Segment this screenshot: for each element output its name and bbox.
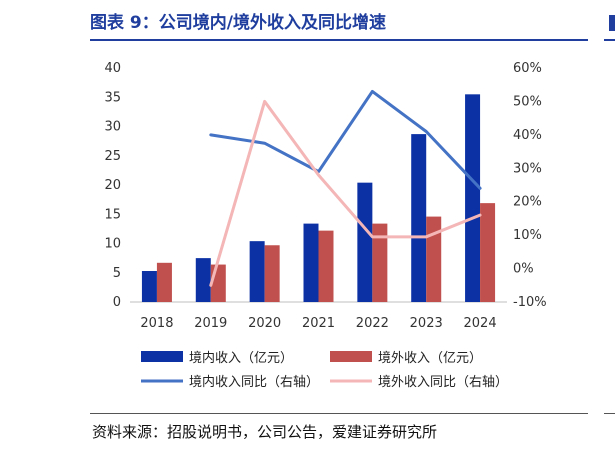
x-axis-tick-label: 2024 [464, 316, 497, 331]
adjacent-source-divider [604, 413, 615, 414]
legend-domestic-revenue-label: 境内收入（亿元） [189, 350, 293, 366]
source-divider [90, 413, 588, 414]
right-axis-tick-label: 40% [513, 128, 542, 143]
domestic-revenue-bar [303, 223, 319, 302]
foreign-revenue-bar [372, 223, 388, 302]
adjacent-title-underline [604, 39, 615, 41]
foreign-revenue-bar [480, 203, 496, 302]
chart-title: 图表 9：公司境内/境外收入及同比增速 [90, 13, 386, 33]
right-axis-tick-label: 30% [513, 161, 542, 176]
legend-domestic-revenue-swatch [141, 351, 183, 362]
left-axis-tick-label: 0 [113, 295, 121, 310]
domestic-revenue-bar [195, 258, 211, 302]
right-axis-tick-label: 0% [513, 262, 534, 277]
domestic-revenue-bar [411, 134, 427, 302]
left-axis-tick-label: 15 [104, 207, 121, 222]
foreign-revenue-bar [156, 262, 172, 302]
x-axis-tick-label: 2022 [356, 316, 389, 331]
left-axis-tick-label: 20 [104, 178, 121, 193]
right-axis-tick-label: 60% [513, 61, 542, 76]
adjacent-title-mark [609, 15, 615, 31]
left-axis-tick-label: 25 [104, 149, 121, 164]
foreign-revenue-bar [264, 245, 280, 302]
x-axis-tick-label: 2020 [248, 316, 281, 331]
domestic-revenue-bar [249, 241, 265, 302]
domestic-revenue-bar [465, 94, 481, 302]
foreign-revenue-bar [318, 230, 334, 302]
x-axis-tick-label: 2023 [410, 316, 443, 331]
left-axis-tick-label: 5 [113, 266, 121, 281]
legend-foreign-growth-label: 境外收入同比（右轴） [378, 375, 508, 390]
legend-foreign-revenue-label: 境外收入（亿元） [378, 351, 482, 366]
domestic-revenue-bar [141, 270, 157, 302]
x-axis-tick-label: 2018 [140, 316, 173, 331]
x-axis-tick-label: 2019 [194, 316, 227, 331]
source-note: 资料来源：招股说明书，公司公告，爱建证券研究所 [92, 423, 438, 441]
left-axis-tick-label: 30 [104, 120, 121, 135]
right-axis-tick-label: 20% [513, 195, 542, 210]
left-axis-tick-label: 40 [104, 61, 121, 76]
left-axis-tick-label: 10 [104, 237, 121, 252]
legend-foreign-revenue-swatch [330, 351, 372, 362]
domestic-growth-line [209, 89, 482, 190]
right-axis-tick-label: 50% [513, 94, 542, 109]
foreign-revenue-bar [426, 216, 442, 302]
domestic-revenue-bar [357, 182, 373, 302]
title-underline [90, 39, 588, 41]
foreign-revenue-bar [210, 264, 226, 302]
right-axis-tick-label: 10% [513, 228, 542, 243]
x-axis-tick-label: 2021 [302, 316, 335, 331]
right-axis-tick-label: -10% [513, 295, 547, 310]
legend-domestic-growth-label: 境内收入同比（右轴） [189, 374, 319, 390]
left-axis-tick-label: 35 [104, 90, 121, 105]
foreign-growth-line [209, 99, 482, 287]
